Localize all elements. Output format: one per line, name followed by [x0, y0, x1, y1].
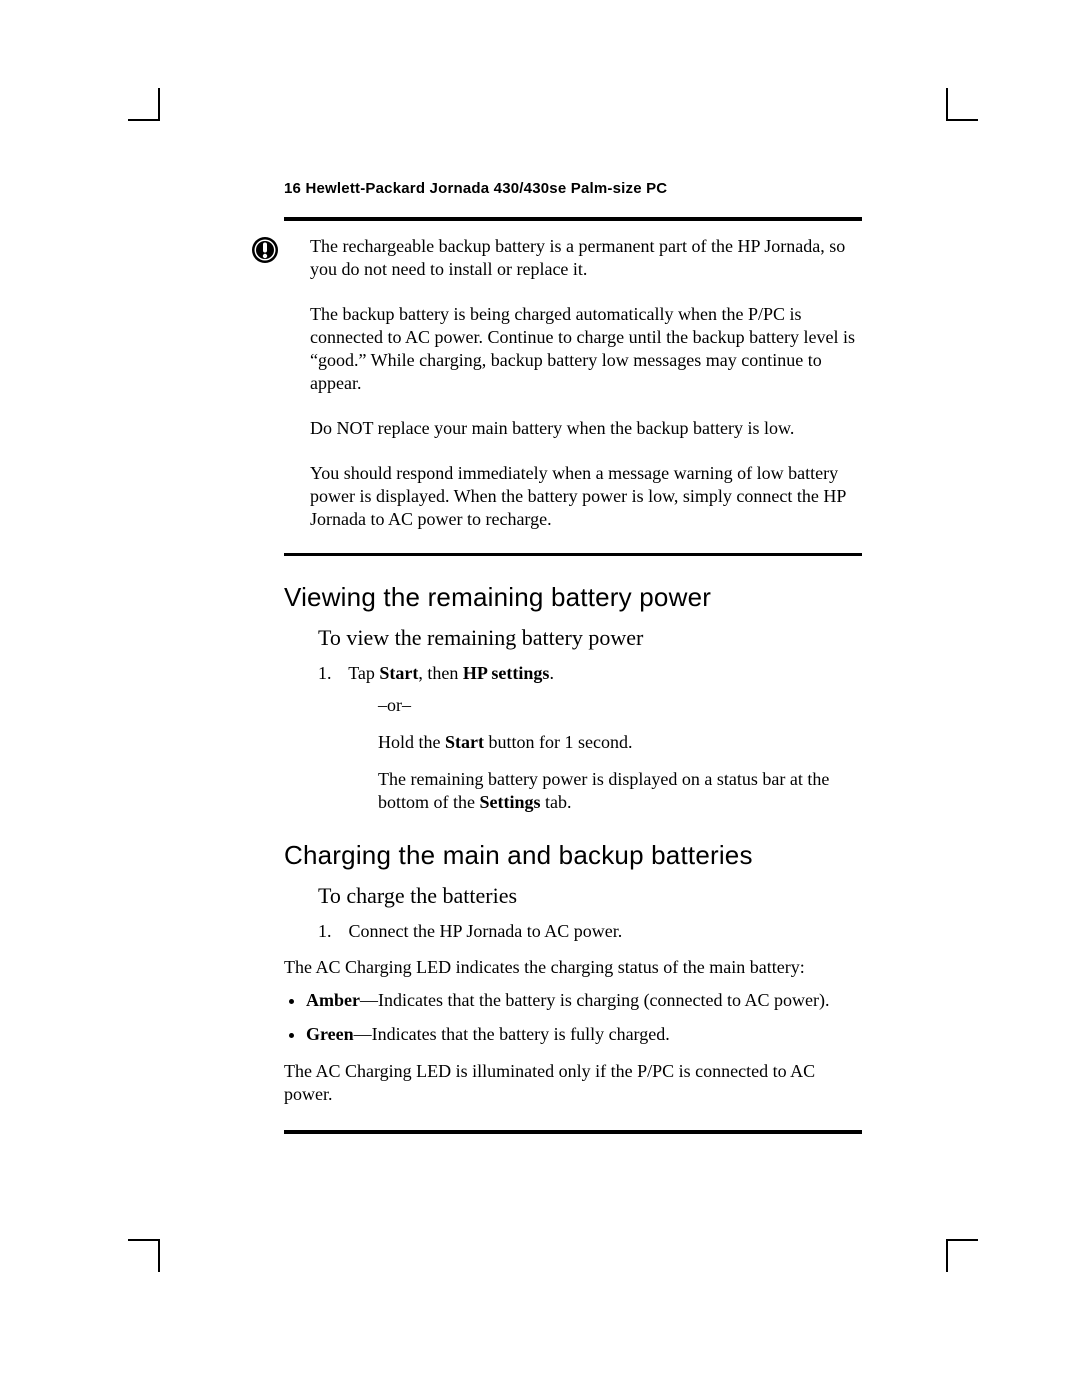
crop-mark [946, 119, 978, 121]
content-area: 16 Hewlett-Packard Jornada 430/430se Pal… [284, 180, 862, 1134]
step-subtext: –or– Hold the Start button for 1 second.… [378, 694, 862, 814]
step-number: 1. [318, 921, 344, 942]
step-list: 1. Connect the HP Jornada to AC power. [318, 921, 862, 942]
bullet-item: Amber—Indicates that the battery is char… [306, 989, 862, 1012]
crop-mark [158, 88, 160, 121]
section-heading: Charging the main and backup batteries [284, 840, 862, 871]
step-alt: Hold the Start button for 1 second. [378, 731, 862, 754]
body-paragraph: The AC Charging LED is illuminated only … [284, 1060, 862, 1106]
section-heading: Viewing the remaining battery power [284, 582, 862, 613]
step-text: Connect the HP Jornada to AC power. [349, 921, 623, 941]
step-result: The remaining battery power is displayed… [378, 768, 862, 814]
divider-rule [284, 1130, 862, 1134]
warning-text: The rechargeable backup battery is a per… [310, 235, 862, 531]
section-subhead: To charge the batteries [318, 883, 862, 909]
warning-paragraph: The rechargeable backup battery is a per… [310, 235, 862, 281]
step-number: 1. [318, 663, 344, 684]
crop-mark [946, 88, 948, 121]
warning-paragraph: Do NOT replace your main battery when th… [310, 417, 862, 440]
or-text: –or– [378, 694, 862, 717]
step-list: 1. Tap Start, then HP settings. –or– Hol… [318, 663, 862, 814]
crop-mark [158, 1239, 160, 1272]
step-item: 1. Connect the HP Jornada to AC power. [318, 921, 862, 942]
warning-paragraph: You should respond immediately when a me… [310, 462, 862, 531]
warning-paragraph: The backup battery is being charged auto… [310, 303, 862, 395]
section-subhead: To view the remaining battery power [318, 625, 862, 651]
step-item: 1. Tap Start, then HP settings. –or– Hol… [318, 663, 862, 814]
body-paragraph: The AC Charging LED indicates the chargi… [284, 956, 862, 979]
running-header: 16 Hewlett-Packard Jornada 430/430se Pal… [284, 180, 862, 197]
crop-mark [946, 1239, 948, 1272]
caution-icon [250, 235, 280, 265]
divider-rule [284, 217, 862, 221]
bullet-list: Amber—Indicates that the battery is char… [284, 989, 862, 1045]
bullet-item: Green—Indicates that the battery is full… [306, 1023, 862, 1046]
document-page: 16 Hewlett-Packard Jornada 430/430se Pal… [0, 0, 1080, 1397]
crop-mark [128, 119, 160, 121]
crop-mark [128, 1239, 160, 1241]
step-text: Tap Start, then HP settings. [348, 663, 554, 683]
warning-block: The rechargeable backup battery is a per… [284, 235, 862, 531]
header-title: Hewlett-Packard Jornada 430/430se Palm-s… [305, 180, 667, 197]
page-number: 16 [284, 180, 301, 197]
crop-mark [946, 1239, 978, 1241]
divider-rule [284, 553, 862, 556]
